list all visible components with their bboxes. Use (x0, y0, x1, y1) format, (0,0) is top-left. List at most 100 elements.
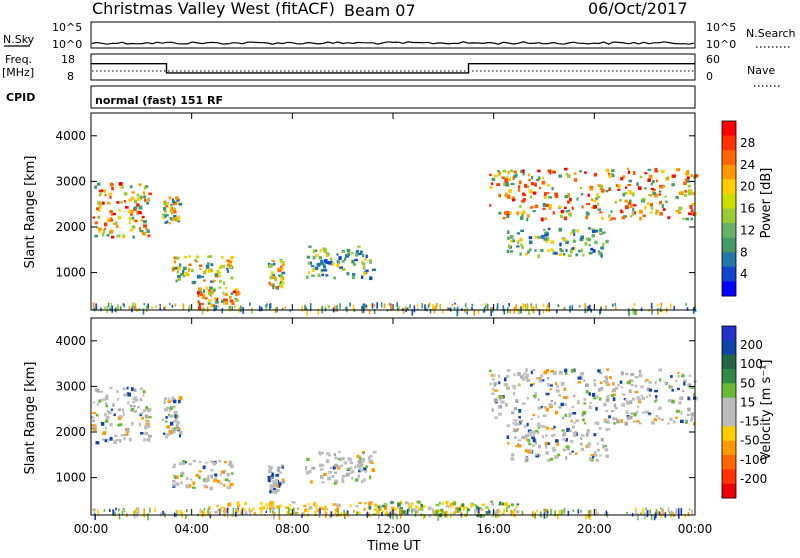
echo-cell (104, 412, 108, 417)
echo-cell (96, 403, 100, 406)
echo-cell (530, 383, 535, 386)
scatter-cell (673, 305, 675, 311)
echo-cell (201, 296, 206, 300)
echo-cell (161, 213, 166, 216)
scatter-cell (145, 305, 148, 312)
echo-cell (180, 273, 184, 276)
echo-cell (537, 254, 540, 259)
echo-cell (585, 215, 589, 220)
scatter-cell (326, 508, 329, 511)
echo-cell (129, 185, 133, 189)
scatter-cell (399, 512, 402, 519)
y-tick-label: 4000 (55, 129, 86, 143)
echo-cell (316, 262, 321, 267)
echo-cell (362, 265, 366, 270)
echo-cell (548, 207, 552, 210)
echo-cell (574, 452, 578, 455)
echo-region (197, 286, 241, 310)
echo-cell (565, 240, 569, 245)
echo-cell (117, 398, 120, 401)
echo-cell (553, 455, 557, 459)
colorbar-frame (721, 120, 737, 297)
echo-cell (633, 211, 636, 215)
scatter-cell (655, 508, 658, 514)
echo-cell (654, 389, 658, 393)
echo-cell (637, 186, 642, 191)
scatter-cell (114, 511, 116, 516)
echo-cell (349, 461, 354, 465)
scatter-cell (217, 305, 219, 309)
echo-cell (333, 481, 337, 485)
echo-cell (220, 506, 224, 509)
echo-cell (131, 387, 134, 392)
echo-cell (626, 381, 631, 385)
echo-cell (537, 415, 540, 419)
echo-cell (624, 199, 629, 203)
scatter-cell (95, 303, 97, 307)
echo-cell (519, 375, 524, 379)
scatter-cell (135, 509, 137, 514)
scatter-cell (542, 508, 545, 512)
echo-cell (616, 419, 620, 424)
echo-cell (540, 374, 544, 378)
echo-cell (644, 172, 648, 175)
echo-cell (197, 306, 202, 310)
scatter-cell (571, 305, 574, 311)
echo-cell (91, 424, 96, 427)
echo-region (161, 196, 183, 225)
scatter-cell (436, 511, 438, 514)
echo-cell (92, 419, 95, 423)
echo-cell (140, 195, 143, 200)
scatter-cell (177, 510, 179, 514)
echo-cell (222, 291, 225, 295)
echo-cell (498, 211, 502, 215)
echo-cell (560, 249, 564, 253)
echo-cell (226, 267, 229, 270)
echo-cell (120, 434, 125, 437)
echo-cell (567, 193, 570, 198)
echo-cell (114, 221, 118, 226)
scatter-cell (605, 305, 607, 311)
echo-cell (364, 502, 367, 505)
echo-cell (351, 275, 355, 280)
echo-cell (498, 193, 501, 198)
scatter-cell (301, 512, 304, 516)
scatter-cell (548, 302, 550, 309)
scatter-cell (231, 514, 234, 518)
scatter-cell (494, 510, 496, 514)
echo-cell (368, 459, 372, 463)
echo-cell (521, 212, 524, 217)
echo-cell (97, 201, 102, 205)
scatter-cell (466, 510, 469, 515)
scatter-cell (115, 507, 117, 511)
echo-cell (596, 195, 601, 199)
scatter-cell (109, 508, 111, 512)
echo-cell (500, 400, 505, 404)
echo-cell (279, 504, 282, 508)
scatter-cell (306, 309, 308, 316)
echo-cell (184, 255, 188, 259)
scatter-cell (502, 305, 505, 312)
echo-cell (688, 374, 692, 377)
echo-cell (564, 438, 568, 442)
echo-cell (306, 457, 310, 461)
echo-cell (690, 217, 693, 221)
scatter-cell (428, 302, 431, 307)
echo-cell (604, 418, 607, 421)
scatter-cell (159, 305, 161, 308)
echo-cell (175, 256, 178, 260)
echo-cell (627, 189, 632, 193)
echo-cell (323, 472, 327, 476)
echo-cell (638, 369, 642, 374)
echo-cell (111, 235, 115, 239)
echo-cell (567, 200, 570, 204)
echo-cell (280, 274, 283, 279)
echo-cell (108, 192, 113, 196)
echo-cell (624, 398, 628, 401)
echo-cell (244, 511, 248, 515)
echo-cell (128, 216, 132, 221)
echo-cell (383, 503, 388, 506)
echo-cell (620, 177, 624, 181)
echo-cell (570, 419, 573, 423)
echo-cell (209, 255, 213, 259)
